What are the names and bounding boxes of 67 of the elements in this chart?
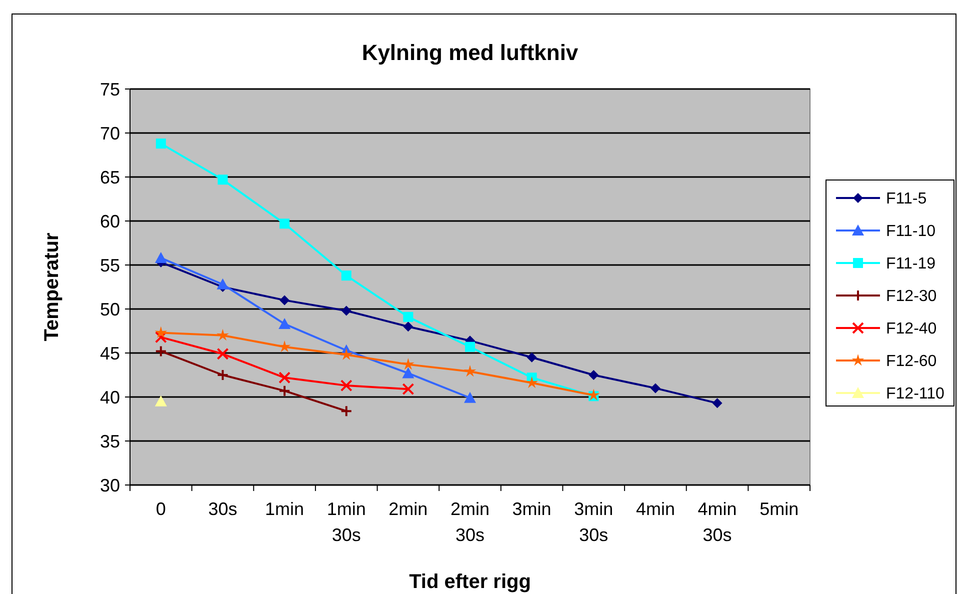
- point: [526, 376, 538, 388]
- point: [465, 342, 475, 352]
- y-tick-label: 45: [100, 343, 120, 364]
- y-tick-label: 35: [100, 431, 120, 452]
- point: [216, 278, 229, 290]
- y-tick-label: 55: [100, 255, 120, 276]
- legend-label: F12-40: [886, 320, 937, 338]
- x-tick-label: 4min 30s: [698, 499, 737, 545]
- point: [278, 384, 291, 397]
- x-tick-label: 2min: [388, 499, 428, 519]
- point: [280, 295, 290, 306]
- point: [278, 340, 291, 352]
- x-tick-label: 0: [156, 499, 166, 519]
- y-tick-label: 65: [100, 167, 120, 188]
- point: [403, 312, 414, 322]
- point: [340, 380, 352, 392]
- legend-label: F12-60: [886, 353, 937, 370]
- chart-title: Kylning med luftkniv: [362, 40, 579, 65]
- point: [402, 383, 414, 396]
- point: [526, 352, 537, 362]
- point: [464, 364, 476, 377]
- legend-label: F12-30: [886, 288, 937, 306]
- x-tick-label: 4min: [636, 499, 675, 519]
- y-tick-label: 40: [100, 387, 120, 408]
- y-axis-title: Temperatur: [41, 232, 63, 342]
- point: [278, 318, 291, 329]
- y-tick-label: 50: [100, 299, 120, 320]
- legend-label: F11-19: [886, 256, 936, 273]
- y-tick-label: 75: [100, 79, 120, 100]
- point: [402, 358, 414, 370]
- y-tick-label: 60: [100, 211, 120, 232]
- point: [154, 345, 167, 358]
- point: [154, 326, 168, 338]
- x-axis-title: Tid efter rigg: [409, 571, 531, 593]
- point: [403, 322, 414, 332]
- x-tick-label: 5min: [760, 499, 799, 519]
- x-tick-label: 1min 30s: [326, 499, 366, 545]
- y-tick-label: 70: [100, 123, 120, 144]
- y-tick-label: 30: [100, 475, 120, 496]
- point: [587, 388, 600, 400]
- point: [712, 398, 722, 408]
- point: [341, 306, 352, 316]
- legend-label: F11-5: [886, 190, 927, 208]
- point: [340, 348, 353, 360]
- legend-label: F12-110: [886, 386, 945, 403]
- point: [650, 383, 660, 394]
- point: [280, 218, 290, 229]
- x-tick-label: 2min 30s: [450, 499, 490, 545]
- point: [156, 138, 166, 149]
- x-tick-label: 1min: [265, 499, 304, 519]
- x-tick-label: 3min 30s: [574, 499, 614, 545]
- point: [218, 174, 228, 185]
- point: [154, 331, 167, 344]
- point: [402, 367, 414, 378]
- point: [341, 270, 352, 281]
- point: [278, 372, 291, 384]
- point: [154, 395, 167, 406]
- point: [154, 252, 167, 263]
- legend-label: F11-10: [886, 223, 936, 240]
- x-tick-label: 30s: [208, 499, 238, 519]
- point: [588, 370, 599, 380]
- point: [216, 369, 229, 381]
- point: [340, 405, 352, 418]
- point: [464, 392, 476, 403]
- point: [216, 328, 229, 341]
- x-tick-label: 3min: [512, 499, 552, 519]
- point: [216, 348, 229, 360]
